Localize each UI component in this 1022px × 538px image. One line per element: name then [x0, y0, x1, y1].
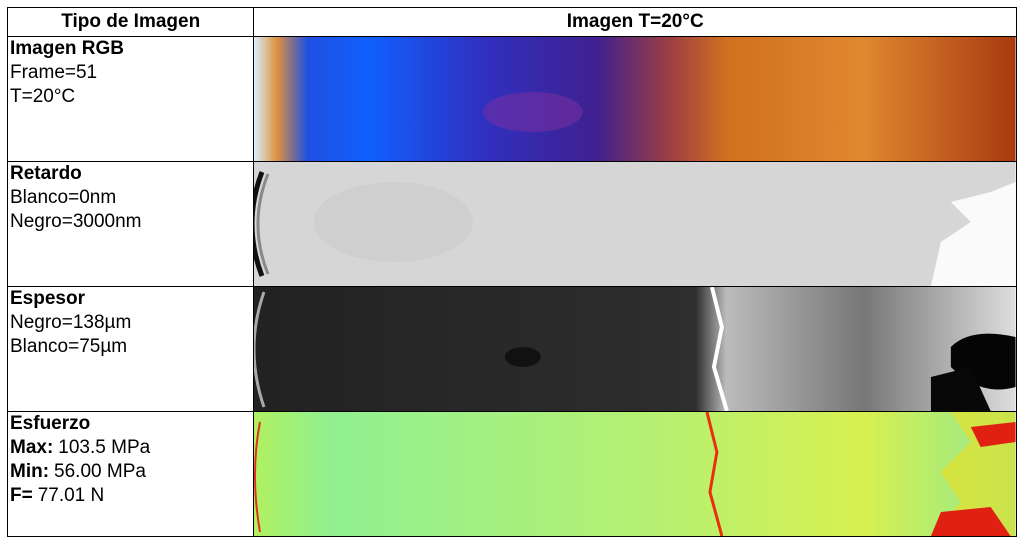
- line-value: 56.00 MPa: [54, 461, 146, 482]
- row-line: Frame=51: [10, 62, 98, 83]
- image-cell: [253, 36, 1017, 162]
- image-cell: [253, 161, 1017, 287]
- row-title: Retardo: [10, 163, 82, 184]
- line-label: Max:: [10, 437, 54, 458]
- row-title: Esfuerzo: [10, 413, 91, 434]
- row-line: Blanco=0nm: [10, 187, 117, 208]
- row-line: Blanco=75µm: [10, 336, 128, 357]
- row-line: Min: 56.00 MPa: [10, 460, 253, 484]
- row-line: Max: 103.5 MPa: [10, 436, 253, 460]
- line-label: Min:: [10, 461, 50, 482]
- header-cell: Tipo de Imagen: [6, 7, 255, 37]
- row-line: T=20°C: [10, 86, 76, 107]
- row: Esfuerzo Max: 103.5 MPa Min: 56.00 MPa F= 7…: [6, 411, 1017, 537]
- label-cell: Espesor Negro=138µm Blanco=75µm: [6, 286, 255, 412]
- row-line: F= 77.01 N: [10, 484, 253, 508]
- esfuerzo-image: [254, 412, 1016, 536]
- line-value: 77.01 N: [37, 485, 105, 506]
- header-cell: Imagen T=20°C: [253, 7, 1017, 37]
- row: Retardo Blanco=0nm Negro=3000nm: [6, 161, 1017, 287]
- line-value: 103.5 MPa: [58, 437, 151, 458]
- header-row: Tipo de Imagen Imagen T=20°C: [6, 7, 1017, 37]
- label-cell: Imagen RGB Frame=51 T=20°C: [6, 36, 255, 162]
- label-cell: Retardo Blanco=0nm Negro=3000nm: [6, 161, 255, 287]
- rgb-image: [254, 37, 1016, 161]
- retardo-image: [254, 162, 1016, 286]
- line-label: F=: [10, 485, 33, 506]
- image-cell: [253, 411, 1017, 537]
- row: Espesor Negro=138µm Blanco=75µm: [6, 286, 1017, 412]
- row: Imagen RGB Frame=51 T=20°C: [6, 36, 1017, 162]
- row-line: Negro=3000nm: [10, 211, 142, 232]
- image-table: Tipo de Imagen Imagen T=20°C Imagen RGB …: [6, 7, 1017, 537]
- espesor-image: [254, 287, 1016, 411]
- row-title: Imagen RGB: [10, 38, 125, 59]
- label-cell: Esfuerzo Max: 103.5 MPa Min: 56.00 MPa F= 7…: [6, 411, 255, 537]
- row-line: Negro=138µm: [10, 312, 132, 333]
- image-cell: [253, 286, 1017, 412]
- row-title: Espesor: [10, 288, 85, 309]
